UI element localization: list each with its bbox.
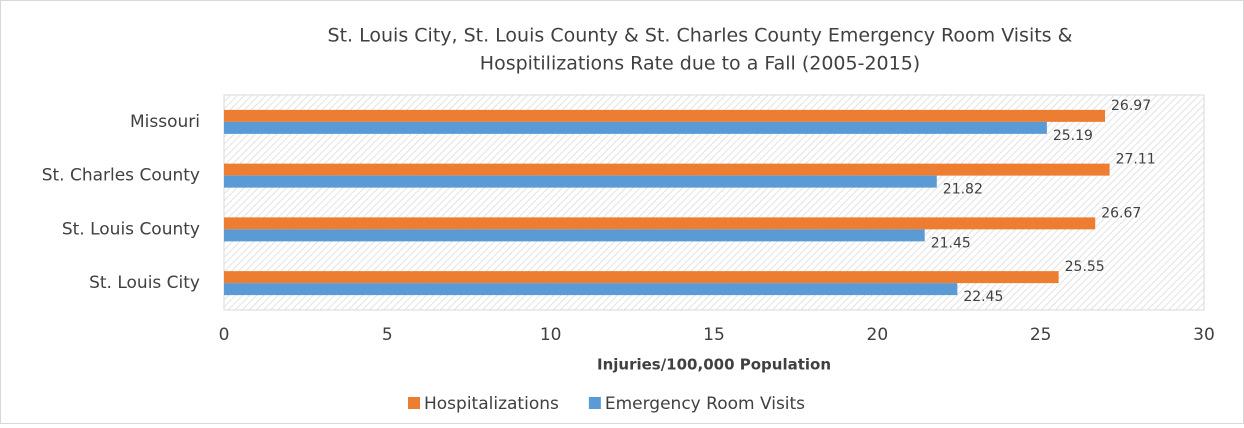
legend-label: Hospitalizations	[424, 394, 559, 414]
bar	[224, 109, 1106, 122]
chart-title: St. Louis City, St. Louis County & St. C…	[328, 25, 1073, 47]
bar	[224, 229, 925, 242]
x-axis-title: Injuries/100,000 Population	[597, 356, 831, 374]
data-label: 25.55	[1065, 259, 1105, 275]
x-tick-label: 20	[867, 325, 889, 345]
bar	[224, 217, 1096, 230]
x-tick-label: 30	[1193, 325, 1215, 345]
data-label: 21.82	[943, 182, 983, 198]
y-tick-label: St. Charles County	[42, 166, 200, 186]
x-tick-label: 0	[219, 325, 230, 345]
y-tick-label: St. Louis City	[89, 273, 200, 293]
x-tick-label: 15	[703, 325, 725, 345]
data-label: 26.67	[1101, 205, 1141, 221]
legend-swatch	[408, 397, 420, 409]
data-label: 22.45	[963, 289, 1003, 305]
chart-title: Hospitilizations Rate due to a Fall (200…	[480, 53, 920, 75]
data-label: 27.11	[1116, 152, 1156, 168]
y-tick-label: Missouri	[130, 112, 200, 132]
data-label: 26.97	[1111, 98, 1151, 114]
data-label: 25.19	[1053, 128, 1093, 144]
bar	[224, 271, 1059, 284]
x-tick-label: 25	[1030, 325, 1052, 345]
bar	[224, 163, 1110, 176]
bar	[224, 283, 958, 296]
data-label: 21.45	[931, 235, 971, 251]
bar	[224, 121, 1047, 134]
x-tick-label: 5	[382, 325, 393, 345]
y-tick-label: St. Louis County	[62, 219, 200, 239]
x-tick-label: 10	[540, 325, 562, 345]
legend-swatch	[588, 397, 601, 409]
legend-label: Emergency Room Visits	[605, 394, 805, 414]
bar	[224, 175, 937, 188]
